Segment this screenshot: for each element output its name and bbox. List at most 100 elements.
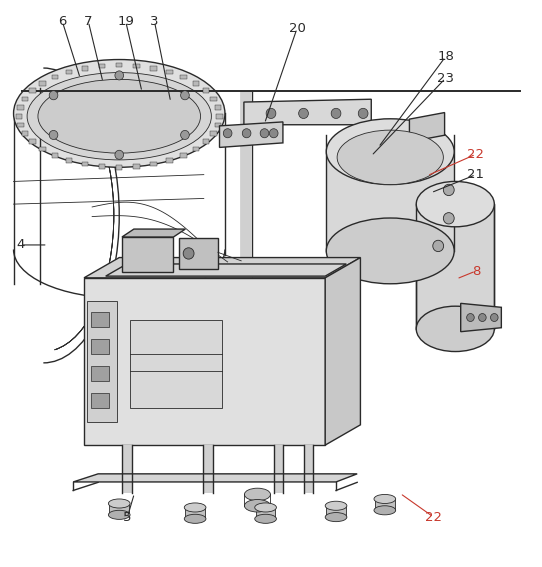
Circle shape	[358, 108, 368, 119]
Bar	[166, 158, 172, 163]
Text: 18: 18	[437, 50, 454, 63]
Text: 6: 6	[58, 15, 67, 28]
Ellipse shape	[416, 181, 494, 227]
Circle shape	[467, 314, 474, 321]
Polygon shape	[409, 112, 444, 142]
Circle shape	[491, 314, 498, 321]
Text: 22: 22	[425, 511, 442, 523]
Ellipse shape	[244, 500, 270, 512]
Bar	[203, 88, 209, 93]
Circle shape	[433, 240, 443, 252]
Bar	[185, 507, 205, 519]
Polygon shape	[220, 122, 283, 147]
Bar	[215, 123, 221, 128]
Bar	[193, 81, 199, 86]
Bar	[22, 132, 28, 136]
Polygon shape	[106, 264, 346, 276]
Bar	[17, 105, 24, 109]
Ellipse shape	[416, 306, 494, 352]
Ellipse shape	[184, 503, 206, 512]
Bar	[180, 153, 187, 158]
Bar	[179, 238, 218, 269]
Bar	[326, 506, 346, 517]
Polygon shape	[84, 257, 360, 278]
Polygon shape	[84, 278, 325, 445]
Bar	[16, 114, 22, 119]
Polygon shape	[73, 474, 357, 482]
Circle shape	[180, 91, 189, 100]
Circle shape	[115, 71, 124, 80]
Ellipse shape	[326, 218, 454, 284]
Bar	[29, 88, 36, 93]
Bar	[122, 445, 132, 493]
Ellipse shape	[374, 506, 396, 515]
Bar	[215, 105, 221, 109]
Bar	[216, 114, 223, 119]
Bar	[91, 366, 109, 381]
Text: 7: 7	[84, 15, 93, 28]
Ellipse shape	[255, 503, 276, 512]
Bar	[274, 445, 283, 493]
Bar	[241, 91, 252, 306]
Bar	[203, 139, 209, 144]
Bar	[116, 165, 122, 170]
Circle shape	[443, 184, 454, 196]
Bar	[193, 147, 199, 151]
Circle shape	[242, 129, 251, 138]
Bar	[133, 64, 140, 68]
Text: 22: 22	[467, 148, 485, 160]
Ellipse shape	[108, 510, 130, 519]
Text: 21: 21	[467, 168, 485, 181]
Circle shape	[443, 213, 454, 224]
Ellipse shape	[14, 60, 225, 167]
Bar	[304, 445, 313, 493]
Bar	[256, 507, 275, 519]
Bar	[122, 237, 173, 272]
Circle shape	[269, 129, 278, 138]
Text: 23: 23	[437, 72, 454, 84]
Bar	[150, 66, 157, 70]
Circle shape	[331, 108, 341, 119]
Bar	[91, 339, 109, 354]
Ellipse shape	[325, 513, 347, 522]
Polygon shape	[244, 99, 371, 125]
Bar	[91, 393, 109, 408]
Bar	[99, 64, 105, 68]
Circle shape	[49, 91, 58, 100]
Bar	[51, 75, 58, 79]
Bar	[150, 162, 157, 167]
Text: 19: 19	[117, 15, 134, 28]
Circle shape	[479, 314, 486, 321]
Bar	[51, 153, 58, 158]
Bar	[109, 503, 129, 515]
Ellipse shape	[184, 514, 206, 523]
Bar	[180, 75, 187, 79]
Bar	[133, 164, 140, 169]
Bar	[39, 147, 46, 151]
Circle shape	[183, 248, 194, 259]
Text: 4: 4	[16, 239, 25, 251]
Bar	[166, 70, 172, 74]
Text: 3: 3	[150, 15, 159, 28]
Ellipse shape	[27, 73, 211, 160]
Bar	[29, 139, 36, 144]
Bar	[130, 320, 222, 408]
Ellipse shape	[244, 488, 270, 501]
Circle shape	[266, 108, 276, 119]
Bar	[326, 152, 454, 251]
Ellipse shape	[337, 130, 443, 185]
Bar	[91, 312, 109, 327]
Bar	[99, 164, 105, 169]
Circle shape	[260, 129, 269, 138]
Bar	[82, 162, 88, 167]
Text: 20: 20	[288, 22, 306, 35]
Bar	[66, 70, 73, 74]
Polygon shape	[325, 257, 360, 445]
Bar	[82, 66, 88, 70]
Ellipse shape	[255, 514, 276, 523]
Text: 5: 5	[123, 511, 132, 523]
Ellipse shape	[374, 494, 396, 503]
Bar	[375, 499, 395, 510]
Bar	[416, 204, 494, 329]
Bar	[39, 81, 46, 86]
